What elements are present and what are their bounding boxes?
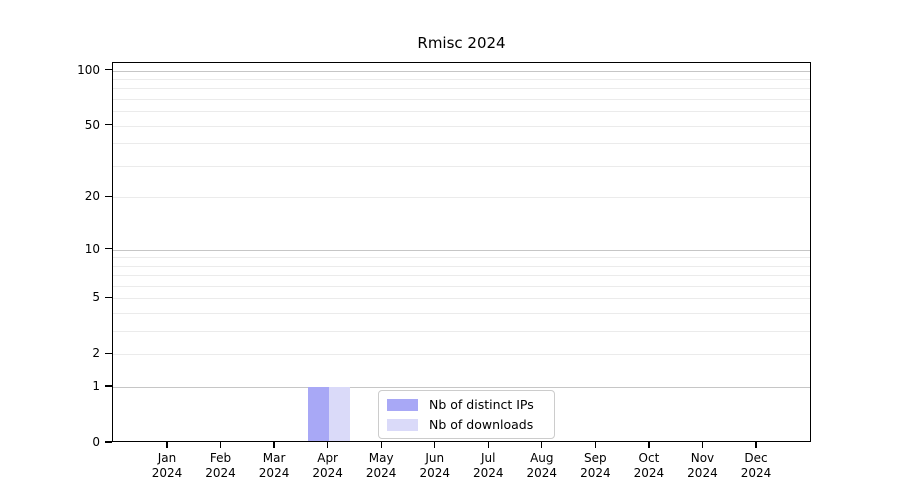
y-gridline-major [113,249,810,251]
x-axis-tick [273,442,275,448]
x-axis-tick-label: Jan 2024 [135,451,199,481]
x-axis-tick-label: Apr 2024 [296,451,360,481]
x-tick-month: Jun [425,451,445,465]
y-gridline-minor [113,331,810,333]
bar-distinct-ips [307,387,329,441]
legend-item-distinct-ips: Nb of distinct IPs [387,397,546,412]
y-axis-tick-label: 10 [84,241,100,256]
legend-label-distinct-ips: Nb of distinct IPs [429,397,534,412]
x-tick-month: Nov [690,451,715,465]
y-gridline-minor [113,99,810,101]
y-axis-tick [105,124,112,126]
x-tick-year: 2024 [580,466,611,480]
x-tick-year: 2024 [419,466,450,480]
y-axis-tick [105,195,112,198]
x-axis-tick-label: May 2024 [349,451,413,481]
y-gridline-minor [113,88,810,90]
x-axis-tick-label: Sep 2024 [563,451,627,481]
y-gridline-major [113,387,810,389]
x-tick-year: 2024 [526,466,558,480]
x-axis-tick-label: Mar 2024 [242,451,306,481]
legend-swatch-distinct-ips [387,398,418,411]
y-gridline-minor [113,111,810,113]
x-tick-month: Mar [262,451,286,465]
x-tick-year: 2024 [258,466,290,480]
y-gridline-minor [113,143,810,145]
x-tick-year: 2024 [472,466,504,480]
y-gridline-major [113,70,810,72]
x-axis-tick-label: Nov 2024 [670,451,734,481]
y-axis-tick-label: 5 [92,290,100,305]
x-axis-tick-label: Oct 2024 [617,451,681,481]
y-gridline-minor [113,125,810,127]
x-axis-tick [594,442,596,448]
y-axis-tick [105,441,112,443]
x-tick-month: Oct [638,451,660,465]
y-gridline-minor [113,354,810,356]
x-tick-month: Feb [209,451,232,465]
legend-item-downloads: Nb of downloads [387,417,546,432]
x-tick-month: Jan [157,451,177,465]
y-gridline-minor [113,313,810,315]
y-gridline-minor [113,79,810,81]
x-tick-year: 2024 [312,466,343,480]
plot-area [112,62,811,442]
y-axis-tick-label: 50 [84,117,100,132]
x-axis-tick [219,442,222,448]
y-axis-tick [105,385,112,387]
legend-label-downloads: Nb of downloads [429,417,534,432]
legend-swatch-downloads [387,418,418,431]
y-axis-tick-label: 2 [92,346,100,361]
y-gridline-minor [113,257,810,259]
x-tick-month: May [368,451,394,465]
x-axis-tick-label: Aug 2024 [510,451,574,481]
y-gridline-minor [113,285,810,287]
y-axis-tick [105,296,112,299]
x-tick-year: 2024 [365,466,397,480]
y-axis-tick [105,247,112,250]
x-tick-month: Aug [530,451,554,465]
y-gridline-minor [113,275,810,277]
x-axis-tick-label: Jun 2024 [403,451,467,481]
x-tick-month: Dec [744,451,768,465]
y-axis-tick-label: 0 [92,435,100,449]
x-axis-tick [166,442,168,448]
y-axis-tick-label: 1 [92,379,100,394]
x-axis-tick-label: Jul 2024 [456,451,520,481]
x-tick-month: Sep [584,451,607,465]
legend: Nb of distinct IPs Nb of downloads [378,390,555,439]
x-tick-month: Jul [481,451,496,465]
bar-downloads [328,387,350,441]
x-axis-tick [380,442,382,448]
x-axis-tick [648,442,650,448]
x-axis-tick [434,442,436,448]
x-axis-tick-label: Dec 2024 [724,451,788,481]
x-axis-tick-label: Feb 2024 [189,451,253,481]
x-axis-tick [326,442,329,448]
y-axis-tick [105,352,112,355]
x-tick-year: 2024 [205,466,236,480]
y-gridline-minor [113,197,810,199]
x-axis-tick [755,442,757,448]
x-tick-year: 2024 [633,466,665,480]
y-gridline-minor [113,298,810,300]
x-axis-tick [541,442,543,448]
x-tick-year: 2024 [740,466,772,480]
y-axis-tick-label: 100 [77,62,100,77]
chart-title: Rmisc 2024 [417,34,506,52]
y-gridline-minor [113,165,810,167]
y-axis-tick-label: 20 [84,189,100,204]
x-axis-tick [487,442,489,448]
x-tick-year: 2024 [151,466,183,480]
x-tick-year: 2024 [687,466,718,480]
y-axis-tick [105,69,112,71]
x-axis-tick [701,442,704,448]
x-tick-month: Apr [317,451,338,465]
y-gridline-minor [113,265,810,267]
